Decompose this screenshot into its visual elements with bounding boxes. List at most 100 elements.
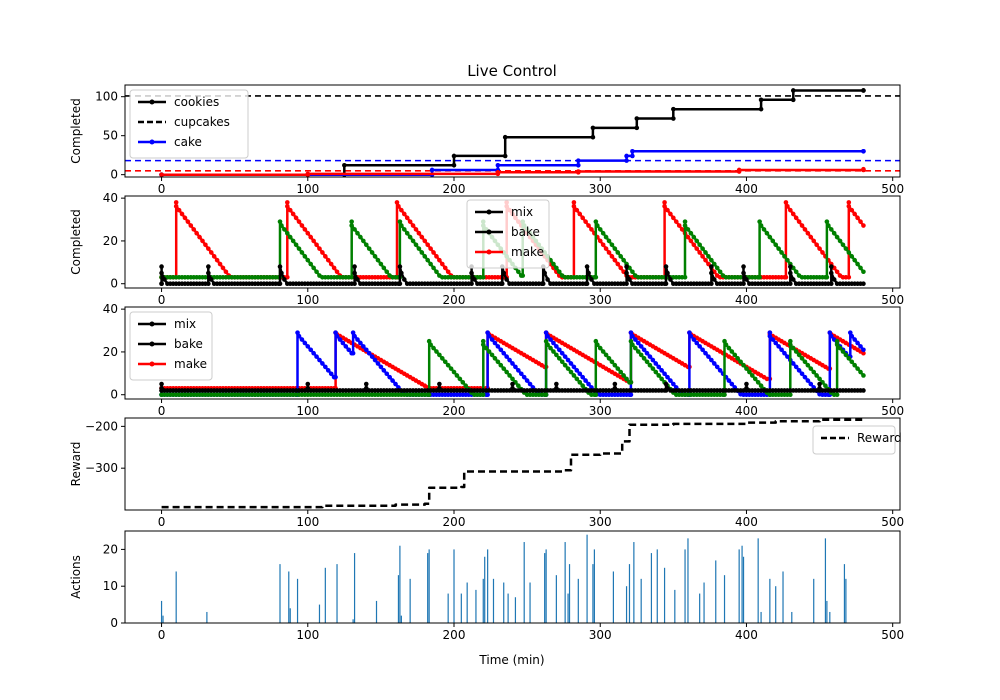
data-point — [732, 352, 738, 358]
data-point — [182, 215, 188, 221]
action-bar — [206, 611, 208, 623]
data-point — [691, 337, 697, 342]
data-point — [609, 359, 615, 365]
data-point — [634, 125, 640, 131]
action-bar — [353, 553, 356, 623]
data-point — [650, 366, 656, 371]
data-point — [603, 234, 609, 240]
data-point — [741, 362, 746, 368]
y-tick-label: 0 — [110, 388, 118, 402]
data-point — [834, 338, 840, 344]
data-point — [308, 234, 314, 240]
data-point — [551, 261, 556, 267]
data-point — [641, 356, 647, 361]
legend-label: cupcakes — [174, 115, 230, 129]
action-bar — [612, 571, 614, 623]
action-bar — [279, 564, 281, 623]
data-point — [554, 381, 559, 387]
legend-label: bake — [511, 225, 540, 239]
action-bar — [397, 575, 400, 623]
action-bar — [564, 542, 566, 623]
data-point — [320, 361, 325, 366]
x-tick-label: 400 — [735, 404, 758, 418]
data-point — [612, 257, 618, 263]
data-point — [159, 172, 164, 177]
action-bar — [399, 545, 401, 623]
data-point — [790, 361, 796, 366]
data-point — [375, 361, 381, 366]
action-bar — [769, 578, 771, 623]
data-point — [363, 381, 369, 387]
data-point — [434, 269, 439, 275]
data-point — [757, 219, 762, 224]
data-point — [393, 381, 398, 387]
data-point — [425, 257, 430, 263]
data-point — [489, 352, 495, 358]
data-point — [612, 362, 618, 368]
data-point — [358, 340, 363, 346]
data-point — [305, 257, 311, 263]
action-bar — [447, 593, 449, 623]
data-point — [852, 362, 857, 368]
data-point — [668, 378, 673, 383]
action-bar — [741, 545, 743, 623]
data-point — [671, 116, 676, 121]
data-point — [603, 352, 609, 358]
data-point — [811, 369, 817, 375]
legend-label: mix — [174, 317, 196, 331]
data-point — [593, 275, 599, 280]
data-point — [502, 134, 508, 140]
data-point — [634, 116, 640, 121]
x-tick-label: 300 — [589, 293, 612, 307]
data-point — [390, 378, 395, 383]
data-point — [323, 364, 328, 370]
data-point — [431, 265, 436, 271]
data-point — [568, 361, 574, 366]
data-point — [793, 364, 799, 370]
chart-title: Live Control — [467, 62, 557, 80]
legend: cookies cupcakes cake — [129, 89, 249, 159]
data-point — [521, 374, 527, 380]
data-point — [296, 219, 302, 224]
data-point — [779, 347, 784, 353]
data-point — [551, 340, 556, 346]
data-point — [805, 362, 811, 368]
data-point — [384, 269, 390, 275]
data-point — [747, 369, 752, 375]
data-point — [469, 270, 474, 276]
data-point — [454, 373, 460, 378]
data-point — [603, 246, 609, 251]
data-point — [397, 219, 403, 224]
x-tick-label: 500 — [881, 515, 904, 529]
data-point — [590, 134, 596, 140]
data-point — [548, 345, 553, 351]
data-point — [663, 264, 669, 269]
data-point — [498, 362, 504, 368]
data-point — [837, 238, 843, 244]
data-point — [706, 254, 711, 259]
data-point — [545, 333, 550, 339]
data-point — [355, 277, 360, 282]
data-point — [437, 352, 442, 358]
data-point — [706, 354, 711, 359]
x-axis-label: Time (min) — [478, 653, 544, 667]
action-bar — [288, 571, 290, 623]
action-bar — [568, 564, 571, 623]
data-point — [208, 277, 214, 282]
data-point — [314, 269, 319, 275]
data-point — [445, 362, 451, 368]
axes-frame — [124, 417, 901, 511]
data-point — [416, 246, 422, 251]
action-bar — [484, 556, 486, 623]
action-bar — [482, 578, 484, 623]
data-point — [846, 356, 852, 361]
data-point — [159, 264, 164, 269]
data-point — [834, 269, 840, 275]
data-point — [662, 371, 667, 377]
line-series — [161, 418, 865, 509]
plot-area — [125, 88, 900, 177]
data-point — [317, 246, 322, 251]
data-point — [633, 345, 638, 351]
data-point — [624, 153, 629, 159]
data-point — [694, 246, 700, 251]
